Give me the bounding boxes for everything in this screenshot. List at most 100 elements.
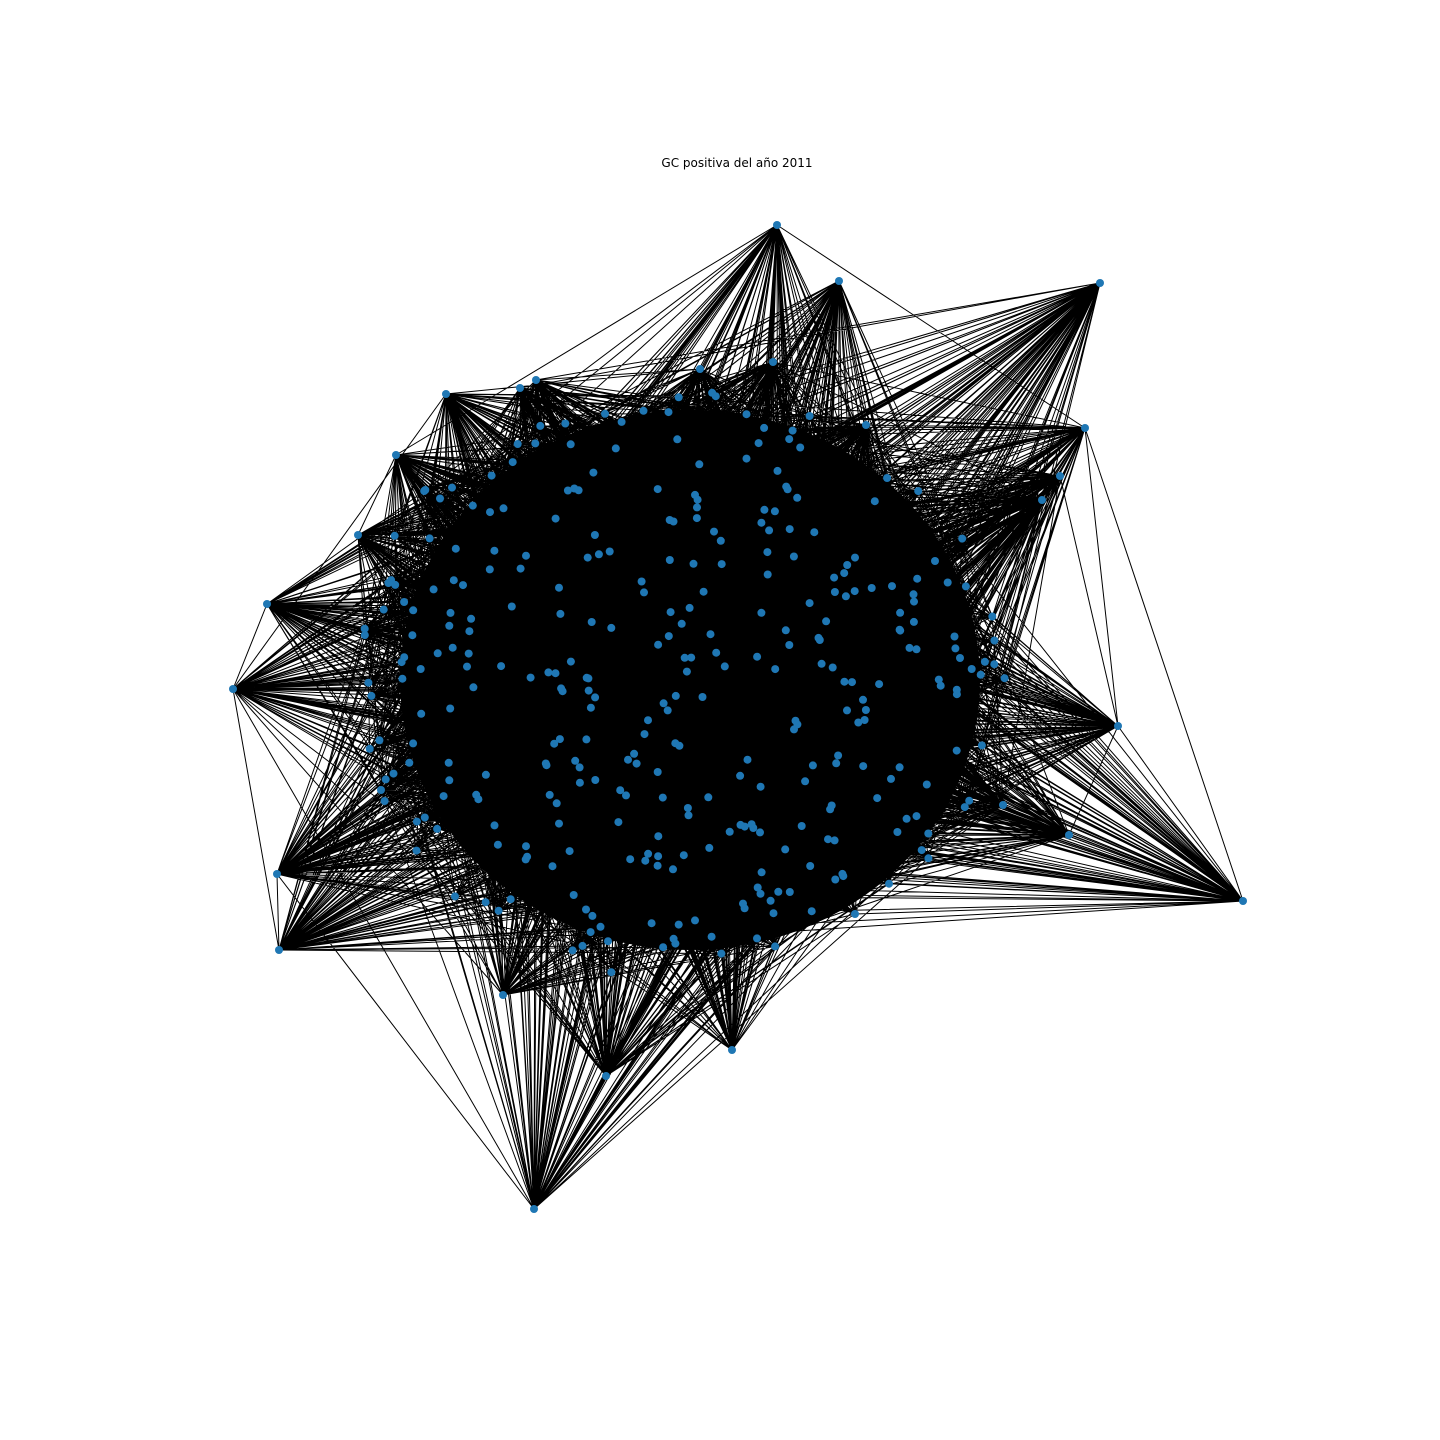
graph-node (669, 865, 677, 874)
graph-node (763, 570, 772, 579)
hub-node (1065, 831, 1073, 839)
graph-node (692, 514, 701, 523)
graph-node (584, 686, 593, 695)
graph-node (596, 922, 605, 931)
graph-node (490, 821, 499, 830)
graph-node (405, 758, 414, 767)
graph-node (658, 793, 667, 802)
graph-node (912, 812, 921, 821)
graph-node (420, 813, 429, 822)
graph-node (575, 763, 584, 772)
graph-node (859, 695, 867, 704)
graph-node (616, 786, 625, 795)
graph-node (551, 514, 560, 523)
graph-node (377, 786, 385, 794)
graph-node (680, 653, 689, 662)
graph-node (545, 790, 554, 799)
graph-node (551, 669, 560, 678)
graph-node (468, 501, 477, 510)
graph-node (682, 667, 691, 676)
graph-node (815, 636, 824, 644)
graph-node (654, 832, 663, 841)
graph-node (967, 665, 976, 673)
graph-node (439, 792, 448, 801)
graph-node (861, 706, 870, 714)
graph-node (485, 565, 494, 574)
graph-node (665, 556, 674, 564)
graph-node (757, 608, 766, 617)
graph-node (671, 939, 680, 948)
graph-node (789, 552, 798, 561)
hub-node (229, 685, 237, 693)
hub-node (499, 991, 507, 999)
graph-node (839, 872, 848, 881)
graph-node (617, 417, 626, 426)
graph-node (770, 507, 779, 516)
graph-node (766, 896, 775, 905)
graph-node (637, 577, 646, 586)
graph-node (887, 774, 895, 783)
graph-node (685, 603, 694, 612)
graph-node (654, 852, 663, 861)
hub-node (773, 221, 781, 229)
graph-node (851, 553, 859, 562)
graph-node (653, 861, 662, 870)
graph-node (671, 739, 680, 748)
graph-node (565, 847, 574, 856)
graph-node (827, 801, 836, 810)
graph-node (531, 439, 540, 448)
graph-node (980, 657, 989, 666)
graph-node (743, 755, 752, 764)
graph-node (400, 598, 409, 606)
graph-node (961, 582, 970, 591)
graph-node (893, 828, 902, 836)
graph-node (756, 828, 764, 837)
graph-node (375, 736, 384, 745)
graph-node (785, 525, 794, 534)
graph-node (773, 466, 782, 475)
graph-node (641, 856, 650, 865)
graph-node (632, 759, 641, 768)
graph-node (611, 444, 620, 453)
graph-node (687, 653, 696, 662)
graph-node (851, 910, 859, 918)
graph-node (568, 946, 577, 955)
hub-node (273, 870, 281, 878)
graph-node (571, 756, 580, 765)
graph-node (781, 845, 790, 854)
graph-node (840, 569, 849, 578)
graph-node (380, 797, 389, 805)
hub-node (1096, 279, 1104, 287)
graph-node (639, 406, 648, 415)
graph-node (830, 573, 839, 582)
graph-node (760, 505, 769, 514)
graph-node (497, 662, 506, 671)
graph-node (555, 735, 564, 744)
graph-node (763, 548, 772, 557)
graph-node (796, 443, 805, 452)
graph-node (654, 640, 663, 649)
graph-node (364, 678, 373, 687)
hub-node (602, 1072, 610, 1080)
graph-node (536, 421, 545, 430)
graph-node (801, 777, 810, 786)
graph-node (659, 943, 668, 952)
graph-node (445, 621, 454, 630)
graph-node (693, 495, 702, 504)
graph-node (360, 631, 369, 640)
graph-node (793, 493, 802, 502)
graph-node (486, 508, 494, 517)
graph-node (653, 485, 662, 494)
graph-node (563, 486, 572, 495)
graph-node (757, 518, 766, 527)
graph-node (448, 483, 456, 492)
graph-node (583, 553, 592, 562)
graph-node (630, 749, 639, 758)
graph-node (797, 822, 806, 830)
graph-node (843, 561, 852, 569)
graph-node (552, 799, 561, 808)
graph-node (390, 531, 399, 540)
graph-node (446, 704, 455, 713)
graph-node (808, 761, 817, 770)
graph-node (566, 440, 575, 449)
